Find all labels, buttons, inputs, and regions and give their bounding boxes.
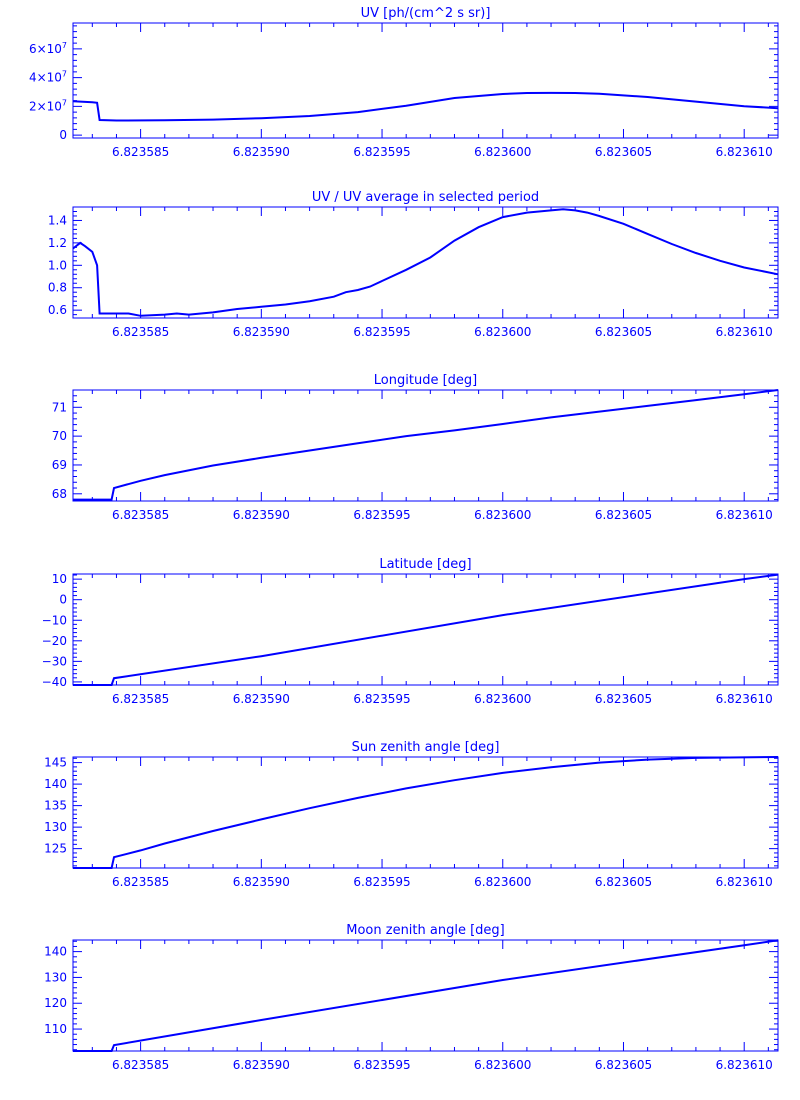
y-tick-label: 0: [59, 593, 67, 607]
plot-frame: [72, 756, 779, 869]
x-tick-label: 6.823585: [112, 145, 169, 159]
x-tick-label: 6.823610: [716, 1058, 773, 1072]
x-tick-label: 6.823585: [112, 325, 169, 339]
y-tick-label: −10: [42, 613, 67, 627]
chart-panel-5: Sun zenith angle [deg] 6.823585 6.823590 6.…: [44, 740, 779, 889]
y-tick-label: −20: [42, 634, 67, 648]
y-tick-label: 135: [44, 799, 67, 813]
x-tick-label: 6.823585: [112, 692, 169, 706]
y-tick-label: 69: [52, 458, 67, 472]
y-tick-label: 68: [52, 487, 67, 501]
x-tick-label: 6.823610: [716, 508, 773, 522]
plot-frame: [72, 22, 779, 139]
y-tick-label: 6×107: [29, 41, 67, 56]
x-tick-label: 6.823590: [233, 508, 290, 522]
x-tick-label: 6.823610: [716, 145, 773, 159]
y-tick-label: 125: [44, 842, 67, 856]
x-tick-label: 6.823610: [716, 875, 773, 889]
y-tick-label: 1.2: [48, 236, 67, 250]
y-tick-label: 4×107: [29, 70, 67, 85]
series-line: [73, 756, 779, 869]
x-tick-label: 6.823590: [233, 692, 290, 706]
x-tick-label: 6.823605: [595, 508, 652, 522]
x-tick-label: 6.823605: [595, 145, 652, 159]
series-line: [72, 91, 779, 122]
chart-title: Latitude [deg]: [379, 557, 471, 572]
chart-panel-3: Longitude [deg] 6.823585 6.823590 6.823595 6…: [52, 373, 779, 522]
x-tick-label: 6.823600: [474, 692, 531, 706]
x-tick-label: 6.823600: [474, 875, 531, 889]
chart-panel-2: UV / UV average in selected period 6.8235…: [48, 190, 779, 339]
chart-panel-4: Latitude [deg] 6.823585 6.823590 6.823595 6.…: [42, 557, 779, 706]
x-tick-label: 6.823600: [474, 145, 531, 159]
x-tick-label: 6.823590: [233, 1058, 290, 1072]
plot-frame: [72, 206, 779, 319]
y-tick-label: 0.8: [48, 281, 67, 295]
plot-frame: [72, 939, 779, 1052]
y-tick-label: 1.0: [48, 258, 67, 272]
series-line: [72, 208, 779, 317]
x-tick-label: 6.823605: [595, 692, 652, 706]
plot-frame: [72, 389, 779, 502]
x-tick-label: 6.823605: [595, 875, 652, 889]
chart-title: UV / UV average in selected period: [312, 190, 539, 205]
chart-panel-1: UV [ph/(cm^2 s sr)] 6.823585 6.823590 6.823…: [29, 6, 779, 159]
x-tick-label: 6.823595: [353, 875, 410, 889]
chart-panel-6: Moon zenith angle [deg] 6.823585 6.823590 6…: [44, 923, 779, 1072]
x-tick-label: 6.823595: [353, 1058, 410, 1072]
y-tick-label: −40: [42, 675, 67, 689]
y-tick-label: 70: [52, 429, 67, 443]
x-tick-label: 6.823605: [595, 325, 652, 339]
series-line: [73, 939, 779, 1052]
y-tick-label: 140: [44, 777, 67, 791]
series-line: [73, 389, 779, 501]
x-tick-label: 6.823600: [474, 325, 531, 339]
y-tick-label: 10: [52, 572, 67, 586]
chart-title: Longitude [deg]: [374, 373, 477, 388]
chart-title: Moon zenith angle [deg]: [346, 923, 504, 938]
y-tick-label: 130: [44, 820, 67, 834]
y-tick-label: 71: [52, 400, 67, 414]
x-tick-label: 6.823610: [716, 325, 773, 339]
y-tick-label: 120: [44, 996, 67, 1010]
x-tick-label: 6.823585: [112, 1058, 169, 1072]
x-tick-label: 6.823595: [353, 692, 410, 706]
x-tick-label: 6.823600: [474, 508, 531, 522]
y-tick-label: 140: [44, 945, 67, 959]
y-tick-label: 110: [44, 1022, 67, 1036]
y-tick-label: 130: [44, 970, 67, 984]
x-tick-label: 6.823590: [233, 325, 290, 339]
chart-title: UV [ph/(cm^2 s sr)]: [361, 6, 491, 21]
y-tick-label: −30: [42, 654, 67, 668]
x-tick-label: 6.823600: [474, 1058, 531, 1072]
y-tick-label: 145: [44, 756, 67, 770]
x-tick-label: 6.823595: [353, 145, 410, 159]
x-tick-label: 6.823605: [595, 1058, 652, 1072]
y-tick-label: 0.6: [48, 303, 67, 317]
x-tick-label: 6.823585: [112, 508, 169, 522]
y-tick-label: 0: [59, 128, 67, 142]
x-tick-label: 6.823595: [353, 508, 410, 522]
plot-frame: [72, 573, 779, 686]
series-line: [73, 573, 779, 686]
x-tick-label: 6.823590: [233, 145, 290, 159]
y-tick-label: 1.4: [48, 213, 67, 227]
x-tick-label: 6.823595: [353, 325, 410, 339]
x-tick-label: 6.823590: [233, 875, 290, 889]
x-tick-label: 6.823610: [716, 692, 773, 706]
chart-title: Sun zenith angle [deg]: [352, 740, 500, 755]
y-tick-label: 2×107: [29, 98, 67, 113]
x-tick-label: 6.823585: [112, 875, 169, 889]
